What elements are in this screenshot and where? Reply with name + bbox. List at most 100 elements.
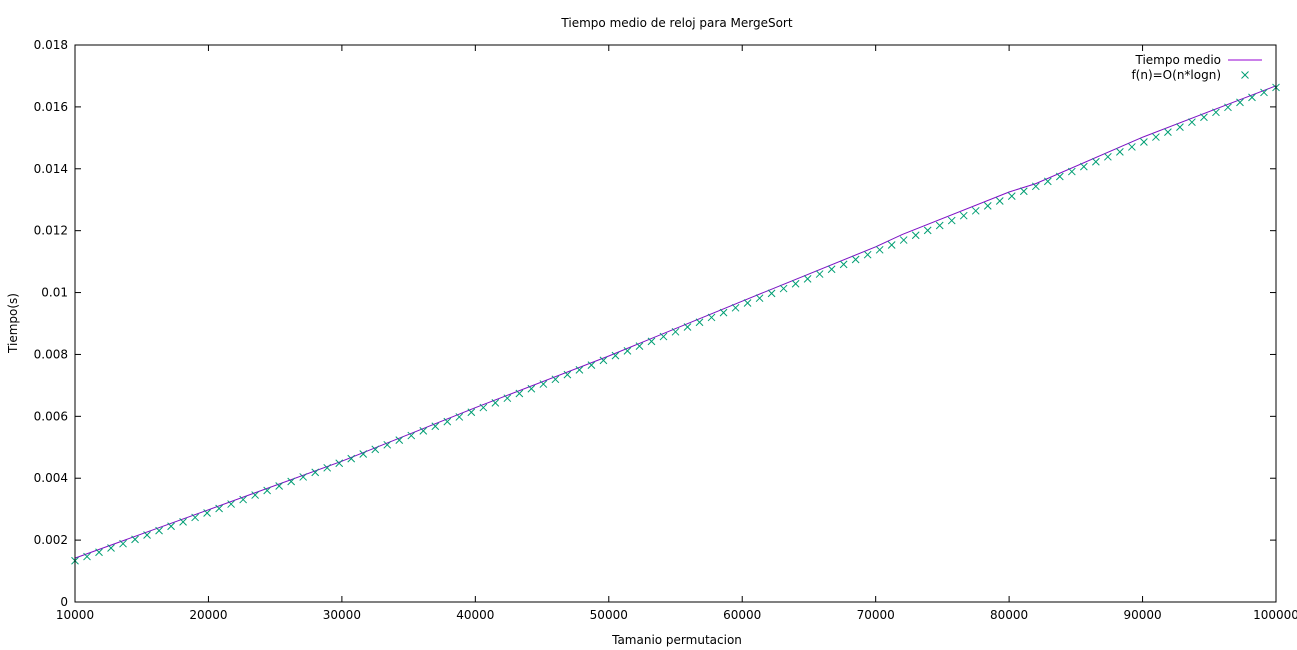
data-point [1248, 93, 1256, 102]
data-point [887, 241, 896, 249]
data-point [563, 370, 572, 379]
data-point [1152, 133, 1160, 141]
x-tick-label: 30000 [323, 608, 361, 622]
y-tick-label: 0.014 [34, 162, 68, 176]
data-point [131, 535, 139, 544]
data-point [1043, 177, 1052, 186]
data-point [935, 221, 944, 230]
data-point [719, 308, 728, 317]
data-point [875, 245, 884, 254]
x-axis-label: Tamanio permutacion [611, 633, 742, 647]
data-point [707, 313, 716, 322]
x-tick-label: 40000 [456, 608, 494, 622]
data-point [971, 206, 980, 215]
x-tick-label: 20000 [189, 608, 227, 622]
data-point [959, 211, 968, 220]
y-tick-label: 0.01 [41, 286, 68, 300]
data-point [767, 289, 776, 298]
series-line-tiempo-medio [74, 85, 1277, 559]
data-point [431, 422, 440, 431]
plot-area [71, 83, 1280, 565]
y-tick-label: 0.008 [34, 347, 68, 361]
axis-ticks: 10000 20000 30000 40000 50000 60000 70000 80000… [34, 38, 1297, 622]
data-point [395, 436, 404, 445]
x-tick-label: 70000 [857, 608, 895, 622]
data-point [983, 202, 992, 210]
chart-title: Tiempo medio de reloj para MergeSort [560, 16, 792, 30]
data-point [419, 427, 428, 435]
data-point [839, 260, 848, 269]
y-tick-label: 0.002 [34, 533, 68, 547]
data-point [899, 236, 908, 244]
data-point [503, 394, 512, 403]
data-point [191, 513, 199, 522]
data-point [407, 431, 416, 440]
data-point [287, 477, 296, 486]
data-point [443, 417, 452, 426]
data-point [1104, 152, 1112, 161]
data-point [623, 347, 632, 355]
data-point [1079, 162, 1088, 171]
data-point [227, 500, 235, 508]
data-point [1224, 103, 1232, 112]
y-tick-label: 0.012 [34, 224, 68, 238]
data-point [1188, 118, 1196, 127]
y-tick-label: 0.018 [34, 38, 68, 52]
data-point [923, 226, 932, 235]
data-point [215, 504, 223, 513]
data-point [815, 270, 824, 278]
data-point [383, 440, 392, 449]
x-tick-label: 100000 [1253, 608, 1297, 622]
data-point [539, 380, 548, 388]
data-point [119, 539, 127, 548]
data-point [1116, 147, 1124, 156]
data-point [1031, 182, 1040, 191]
data-point [455, 413, 464, 421]
data-point [251, 491, 260, 499]
data-point [731, 303, 740, 312]
x-tick-label: 80000 [990, 608, 1028, 622]
data-point [611, 351, 620, 360]
y-tick-label: 0.016 [34, 100, 68, 114]
data-point [863, 250, 872, 259]
data-point [779, 284, 788, 293]
data-point [1140, 138, 1148, 146]
data-point [911, 231, 920, 240]
data-point [743, 299, 752, 307]
legend-label: f(n)=O(n*logn) [1131, 68, 1221, 82]
y-tick-label: 0 [60, 595, 68, 609]
plot-frame [74, 44, 1277, 603]
data-point [1236, 98, 1244, 107]
data-point [263, 486, 272, 495]
data-point [827, 265, 836, 274]
data-point [83, 552, 91, 561]
data-point [635, 342, 644, 350]
series-line-overlay [74, 85, 1277, 559]
data-point [791, 279, 800, 288]
data-point [1260, 88, 1268, 97]
data-point [1007, 192, 1016, 200]
data-point [1200, 113, 1208, 122]
data-point [599, 356, 608, 365]
data-point [515, 389, 524, 398]
data-point [947, 216, 956, 225]
data-point [587, 361, 596, 369]
data-point [1176, 123, 1184, 132]
data-point [1019, 187, 1028, 196]
data-point [755, 294, 764, 303]
x-tick-label: 60000 [723, 608, 761, 622]
data-point [659, 332, 668, 341]
data-point [551, 375, 560, 384]
data-point [803, 275, 812, 283]
x-tick-label: 90000 [1123, 608, 1161, 622]
y-tick-label: 0.004 [34, 471, 68, 485]
x-tick-label: 50000 [590, 608, 628, 622]
data-point [239, 495, 247, 504]
data-point [1128, 143, 1136, 151]
data-point [275, 482, 284, 490]
legend-label: Tiempo medio [1134, 53, 1221, 67]
data-point [851, 255, 860, 264]
legend-swatch-marker [1241, 71, 1249, 79]
